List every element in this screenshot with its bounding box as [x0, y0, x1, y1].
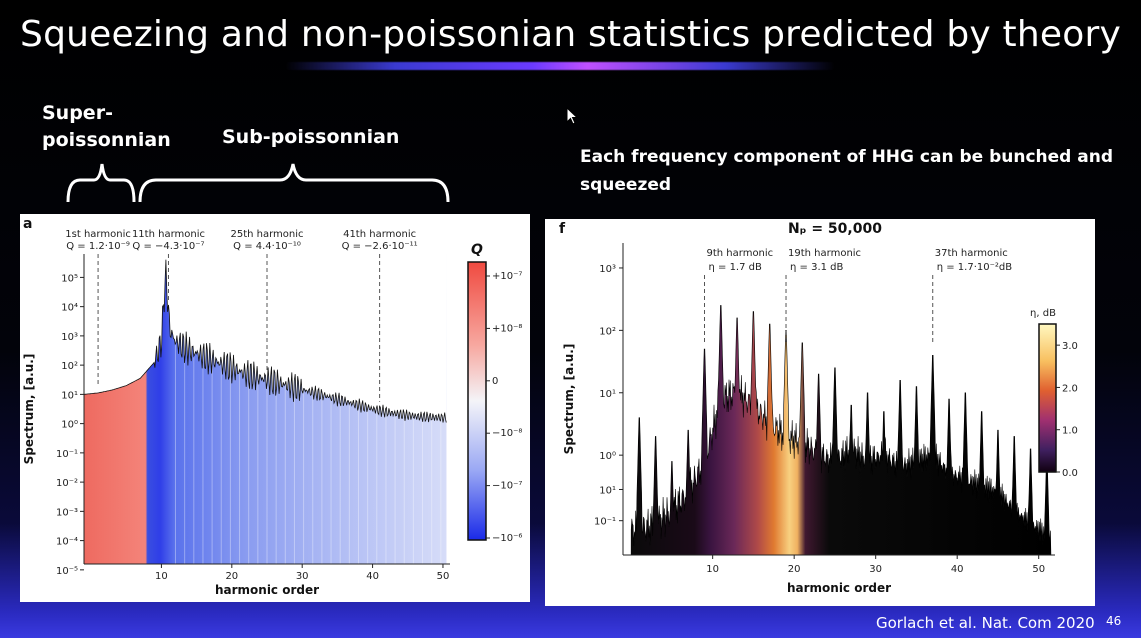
super-label-line2: poissonnian [42, 129, 171, 151]
figure-panel-f: f Nₚ = 50,000 10 20 30 40 50 10³ 10² 10¹ 10⁰ 10¹ 10⁻… [545, 219, 1095, 606]
chart-a-y-tick-label: 10⁴ [61, 303, 78, 314]
chart-a-y-tick-label: 10⁻² [56, 478, 78, 489]
chart-f-y-tick-label: 10² [599, 326, 616, 337]
colorbar-a-tick-label: −10⁻⁷ [492, 481, 522, 492]
chart-a-x-tick-label: 30 [296, 571, 309, 582]
chart-f-annotation-value: η = 3.1 dB [790, 262, 844, 273]
chart-f-y-tick-label: 10¹ [599, 485, 616, 496]
chart-a-mask [84, 254, 447, 423]
super-poissonian-label: Super- poissonnian [42, 100, 171, 154]
chart-f-x-tick-label: 10 [706, 564, 719, 575]
super-label-line1: Super- [42, 102, 113, 124]
chart-f-y-tick-label: 10³ [599, 264, 616, 275]
description-text: Each frequency component of HHG can be b… [580, 147, 1113, 195]
chart-a-annotation-name: 25th harmonic [230, 229, 303, 240]
chart-a-y-tick-label: 10⁰ [61, 420, 78, 431]
sub-brace [138, 163, 450, 203]
chart-a-right-mask [446, 254, 454, 564]
chart-f-annotation-name: 37th harmonic [935, 248, 1008, 259]
chart-f-y-tick-label: 10⁻¹ [594, 517, 616, 528]
colorbar-f-tick-label: 1.0 [1062, 426, 1078, 437]
colorbar-f-tick-label: 2.0 [1062, 383, 1078, 394]
chart-f-x-tick-label: 50 [1032, 564, 1045, 575]
chart-f-y-tick-label: 10⁰ [599, 451, 616, 462]
colorbar-a [467, 261, 487, 541]
chart-f-spectrum-area [630, 305, 1052, 556]
chart-a-x-tick-label: 40 [366, 571, 379, 582]
chart-a-y-tick-label: 10⁻³ [56, 507, 78, 518]
colorbar-a-tick-label: +10⁻⁸ [492, 323, 522, 334]
chart-a-annotation-value: Q = 4.4·10⁻¹⁰ [233, 241, 301, 252]
chart-a-x-tick-label: 20 [225, 571, 238, 582]
panel-label-f: f [559, 221, 566, 237]
chart-f-x-tick-label: 20 [788, 564, 801, 575]
chart-f: f Nₚ = 50,000 10 20 30 40 50 10³ 10² 10¹ 10⁰ 10¹ 10⁻… [559, 221, 1078, 595]
mouse-cursor-icon [566, 107, 579, 125]
chart-f-ylabel: Spectrum, [a.u.] [562, 344, 576, 455]
chart-f-annotation-value: η = 1.7 dB [709, 262, 763, 273]
chart-f-xlabel: harmonic order [787, 581, 891, 595]
figure-panel-a: a 10 20 30 40 50 10⁵ 10⁴ 10³ 10² 10¹ 10⁰ 10⁻¹ 10⁻² 10⁻… [20, 214, 530, 602]
chart-a-spectrum-line [83, 259, 447, 423]
super-brace [66, 163, 136, 203]
sub-poissonian-label: Sub-poissonnian [222, 126, 400, 148]
chart-f-annotation-value: η = 1.7·10⁻²dB [937, 262, 1013, 273]
colorbar-a-tick-label: +10⁻⁷ [492, 271, 522, 282]
chart-a-x-tick-label: 50 [437, 571, 450, 582]
chart-a: a 10 20 30 40 50 10⁵ 10⁴ 10³ 10² 10¹ 10⁰ 10⁻¹ 10⁻² 10⁻… [22, 216, 522, 597]
chart-f-y-tick-label: 10¹ [599, 389, 616, 400]
chart-a-x-tick-label: 10 [155, 571, 168, 582]
chart-a-annotation-name: 11th harmonic [132, 229, 205, 240]
chart-a-xlabel: harmonic order [215, 583, 319, 597]
panel-label-a: a [23, 216, 32, 232]
chart-a-y-tick-label: 10² [61, 361, 78, 372]
chart-a-y-tick-label: 10⁻⁴ [56, 537, 78, 548]
chart-a-ylabel: Spectrum, [a.u.] [22, 354, 36, 465]
chart-f-annotation-name: 9th harmonic [707, 248, 774, 259]
colorbar-f-tick-label: 0.0 [1062, 468, 1078, 479]
colorbar-f-label: η, dB [1030, 308, 1056, 319]
chart-a-y-tick-label: 10³ [61, 332, 78, 343]
brace-annotations [66, 163, 450, 203]
colorbar-f-tick-label: 3.0 [1062, 341, 1078, 352]
chart-a-annotation-value: Q = −2.6·10⁻¹¹ [342, 241, 418, 252]
citation: Gorlach et al. Nat. Com 2020 [876, 614, 1095, 632]
chart-f-title: Nₚ = 50,000 [788, 221, 882, 237]
colorbar-a-tick-label: −10⁻⁶ [492, 533, 522, 544]
chart-f-annotation-name: 19th harmonic [788, 248, 861, 259]
colorbar-a-tick-label: −10⁻⁸ [492, 428, 522, 439]
chart-a-annotation-name: 1st harmonic [65, 229, 131, 240]
title-underline [285, 62, 835, 70]
chart-a-annotation-value: Q = −4.3·10⁻⁷ [132, 241, 204, 252]
chart-f-x-tick-label: 30 [869, 564, 882, 575]
chart-a-y-tick-label: 10¹ [61, 390, 78, 401]
chart-a-y-tick-label: 10⁵ [61, 273, 78, 284]
slide-title: Squeezing and non-poissonian statistics … [20, 14, 1121, 55]
chart-a-annotation-value: Q = 1.2·10⁻⁹ [66, 241, 130, 252]
chart-f-x-tick-label: 40 [951, 564, 964, 575]
page-number: 46 [1106, 614, 1122, 628]
colorbar-a-label: Q [471, 242, 483, 258]
colorbar-f [1038, 323, 1057, 473]
chart-a-y-tick-label: 10⁻⁵ [56, 566, 78, 577]
colorbar-a-tick-label: 0 [492, 376, 498, 387]
chart-a-y-tick-label: 10⁻¹ [56, 449, 78, 460]
chart-a-annotation-name: 41th harmonic [343, 229, 416, 240]
